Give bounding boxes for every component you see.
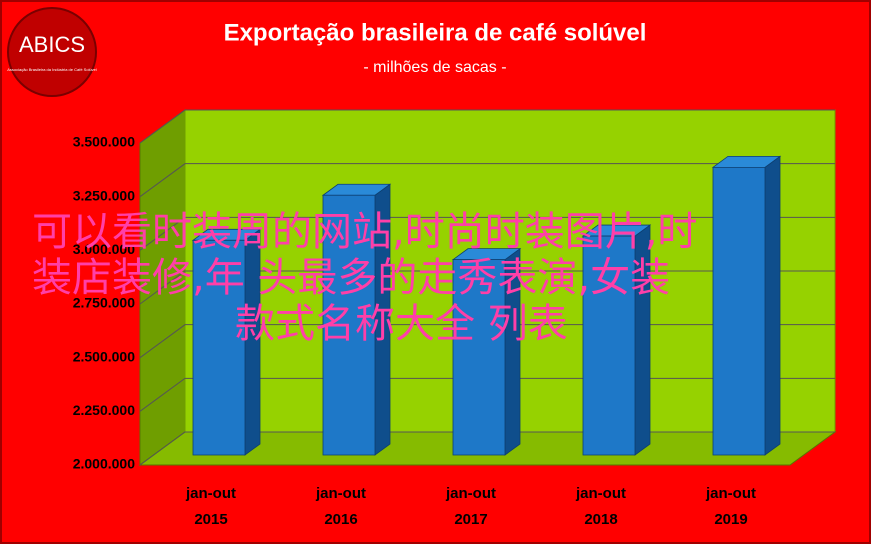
bar-front xyxy=(322,194,376,456)
x-tick-label: jan-out xyxy=(575,485,626,502)
x-tick-label: 2015 xyxy=(194,511,227,528)
bar xyxy=(711,155,782,456)
grid-line xyxy=(139,216,835,251)
logo-caption: Associação Brasileira da Indústria de Ca… xyxy=(7,67,97,72)
x-tick-label: 2018 xyxy=(584,511,617,528)
y-tick-label: 3.250.000 xyxy=(73,187,135,203)
y-tick-label: 2.750.000 xyxy=(73,295,135,311)
y-tick-label: 2.000.000 xyxy=(73,456,135,472)
x-tick-label: 2016 xyxy=(324,511,357,528)
bar xyxy=(581,224,652,456)
overlay-text: 款式名称大全 列表 xyxy=(235,301,568,347)
x-tick-label: 2019 xyxy=(714,511,747,528)
logo xyxy=(7,7,97,97)
overlay-text: 可以看时装周的网站,时尚时装图片,时 xyxy=(32,209,697,255)
y-tick-label: 2.250.000 xyxy=(73,402,135,418)
grid-line xyxy=(139,109,835,144)
bar-front xyxy=(452,259,506,456)
logo-name: ABICS xyxy=(19,32,85,57)
grid-line xyxy=(139,163,835,198)
bar xyxy=(451,247,522,456)
bar xyxy=(321,183,392,456)
y-tick-label: 3.500.000 xyxy=(73,134,135,150)
x-tick-label: 2017 xyxy=(454,511,487,528)
y-tick-label: 3.000.000 xyxy=(73,241,135,257)
x-tick-label: jan-out xyxy=(445,485,496,502)
x-tick-label: jan-out xyxy=(705,485,756,502)
x-tick-label: jan-out xyxy=(185,485,236,502)
chart-subtitle: - milhões de sacas - xyxy=(363,59,506,76)
x-tick-label: jan-out xyxy=(315,485,366,502)
bar-front xyxy=(712,166,766,456)
bar xyxy=(191,228,262,456)
bar-front xyxy=(582,235,636,456)
chart-title: Exportação brasileira de café solúvel xyxy=(224,19,647,46)
overlay-text: 装店装修,年 头最多的走秀表演,女装 xyxy=(32,255,670,301)
bar-side xyxy=(764,155,781,456)
y-tick-label: 2.500.000 xyxy=(73,348,135,364)
bar-front xyxy=(192,239,246,456)
